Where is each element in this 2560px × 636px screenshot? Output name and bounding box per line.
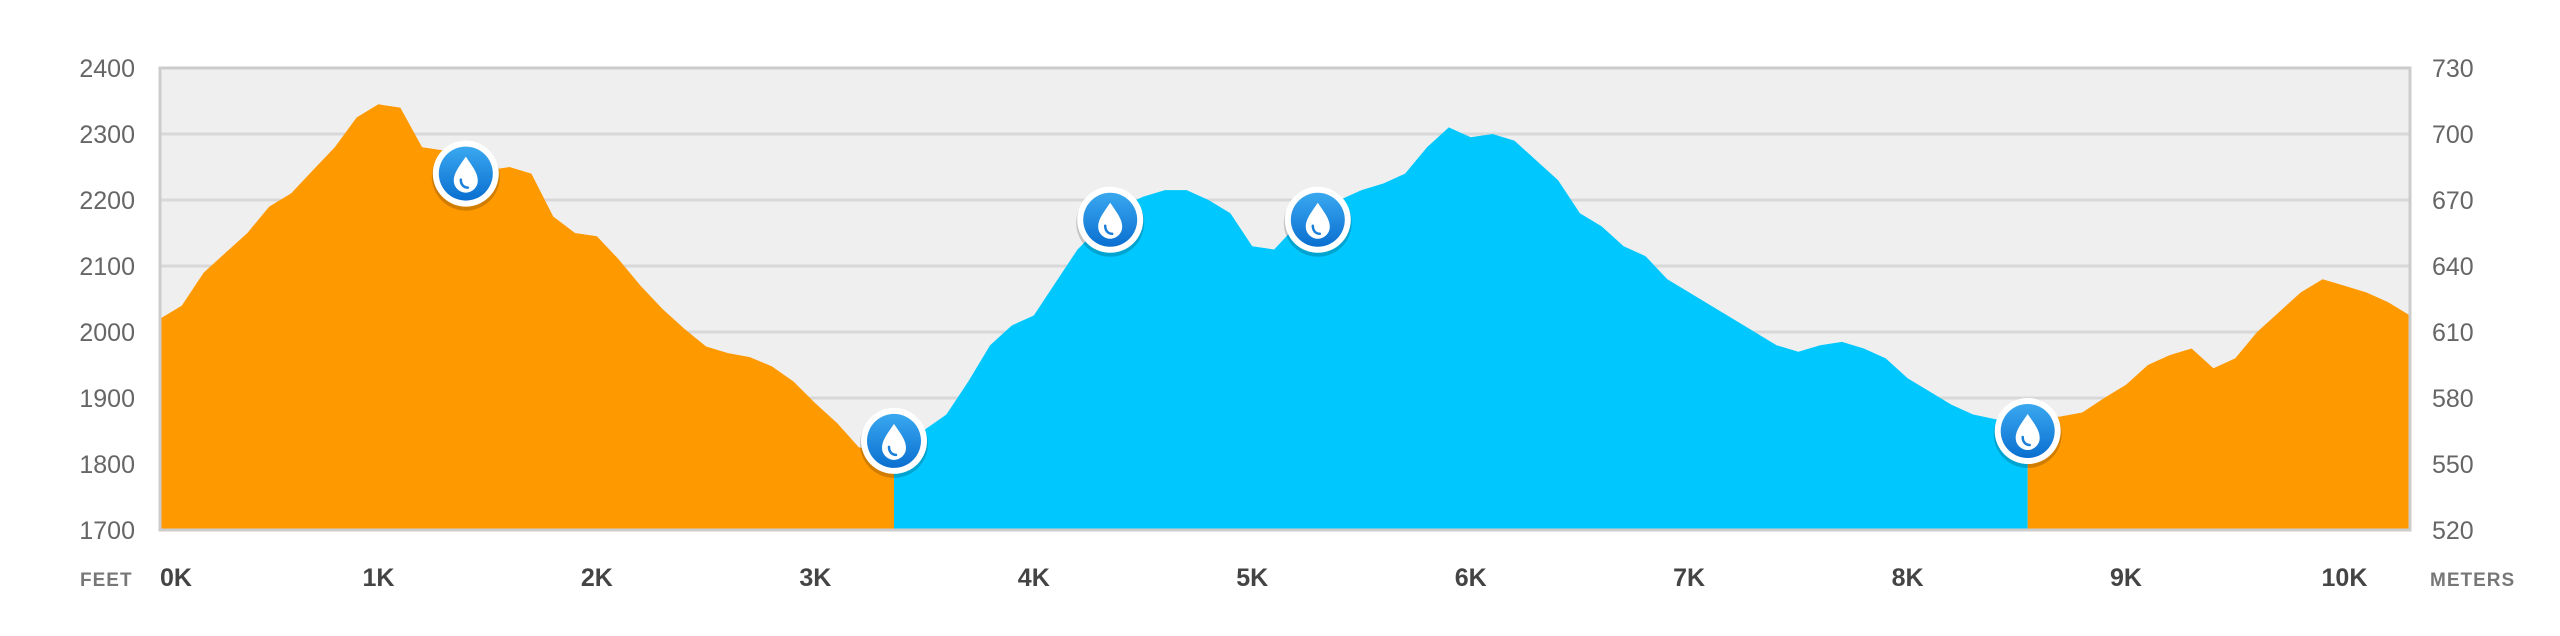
y-right-tick-label: 730 — [2432, 55, 2474, 83]
x-tick-label: 0K — [160, 564, 192, 592]
elevation-area — [160, 104, 2410, 531]
y-left-tick-label: 1800 — [79, 451, 135, 479]
elevation-segment-1 — [160, 104, 894, 531]
y-right-tick-label: 640 — [2432, 253, 2474, 281]
water-stations — [431, 140, 2062, 478]
y-left-tick-label: 1700 — [79, 517, 135, 545]
y-left-tick-label: 2100 — [79, 253, 135, 281]
elevation-segment-2 — [894, 127, 2028, 531]
water-drop-icon — [860, 407, 928, 478]
x-tick-label: 4K — [1018, 564, 1050, 592]
elevation-segment-3 — [2027, 279, 2410, 530]
x-tick-label: 1K — [362, 564, 394, 592]
x-tick-label: 6K — [1455, 564, 1487, 592]
x-tick-label: 8K — [1892, 564, 1924, 592]
x-axis: 0K 1K 2K 3K 4K 5K 6K 7K 8K 9K 10K — [160, 564, 2367, 592]
y-left-tick-label: 1900 — [79, 385, 135, 413]
water-drop-icon — [1283, 186, 1352, 257]
left-y-axis: 1700 1800 1900 2000 2100 2200 2300 2400 — [79, 55, 135, 545]
water-drop-icon — [431, 140, 500, 211]
y-left-tick-label: 2200 — [79, 187, 135, 215]
water-drop-icon — [1076, 186, 1145, 257]
right-y-axis: 520 550 580 610 640 670 700 730 — [2432, 55, 2474, 545]
plot-frame — [158, 66, 2412, 532]
y-left-tick-label: 2000 — [79, 319, 135, 347]
x-tick-label: 7K — [1673, 564, 1705, 592]
y-right-tick-label: 550 — [2432, 451, 2474, 479]
x-tick-label: 5K — [1236, 564, 1268, 592]
y-right-tick-label: 670 — [2432, 187, 2474, 215]
x-tick-label: 2K — [581, 564, 613, 592]
x-tick-label: 3K — [799, 564, 831, 592]
y-left-tick-label: 2300 — [79, 121, 135, 149]
water-drop-icon — [1993, 398, 2062, 468]
y-right-unit-label: METERS — [2430, 570, 2515, 591]
x-tick-label: 9K — [2110, 564, 2142, 592]
x-tick-label: 10K — [2322, 564, 2368, 592]
y-right-tick-label: 610 — [2432, 319, 2474, 347]
y-left-unit-label: FEET — [80, 570, 133, 591]
y-left-tick-label: 2400 — [79, 55, 135, 83]
y-right-tick-label: 580 — [2432, 385, 2474, 413]
y-right-tick-label: 700 — [2432, 121, 2474, 149]
y-right-tick-label: 520 — [2432, 517, 2474, 545]
